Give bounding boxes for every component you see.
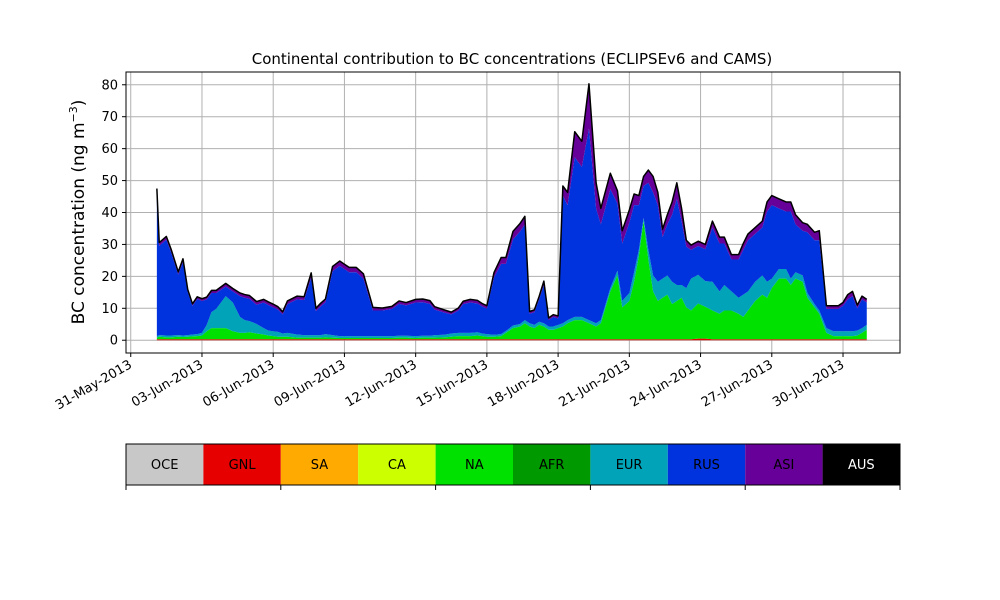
x-tick-label-3: 09-Jun-2013: [272, 357, 349, 410]
legend-label-sa: SA: [311, 458, 328, 473]
legend-frame: [125, 443, 901, 486]
x-axis: 31-May-201303-Jun-201306-Jun-201309-Jun-…: [53, 353, 847, 413]
area-na: [156, 221, 867, 340]
x-tick-label-2: 06-Jun-2013: [200, 357, 277, 410]
stacked-areas: [156, 83, 867, 341]
area-rus: [156, 128, 867, 337]
total-line: [156, 83, 868, 319]
legend-swatch-eur: [590, 444, 668, 485]
y-tick-label-3: 30: [101, 238, 118, 253]
y-tick-label-2: 20: [101, 270, 118, 285]
y-axis-label: BC concentration (ng m−3): [67, 100, 89, 325]
legend-swatch-aus: [822, 444, 900, 485]
legend-label-asi: ASI: [773, 458, 794, 473]
legend-label-na: NA: [465, 458, 484, 473]
legend-swatch-gnl: [203, 444, 281, 485]
legend-label-oce: OCE: [151, 458, 179, 473]
x-tick-label-8: 24-Jun-2013: [628, 357, 705, 410]
x-tick-label-5: 15-Jun-2013: [414, 357, 491, 410]
legend-swatch-asi: [745, 444, 823, 485]
y-tick-label-1: 10: [101, 302, 118, 317]
legend-label-gnl: GNL: [229, 458, 257, 473]
x-tick-label-0: 31-May-2013: [53, 357, 135, 413]
legend-label-rus: RUS: [693, 458, 720, 473]
x-tick-label-1: 03-Jun-2013: [129, 357, 206, 410]
y-tick-label-5: 50: [101, 174, 118, 189]
legend-swatch-rus: [667, 444, 746, 485]
area-gnl: [156, 338, 867, 341]
legend-swatch-afr: [513, 444, 591, 485]
y-tick-label-8: 80: [101, 78, 118, 93]
legend-label-aus: AUS: [848, 458, 875, 473]
legend-label-eur: EUR: [616, 458, 643, 473]
x-tick-label-10: 30-Jun-2013: [770, 357, 847, 410]
x-tick-label-6: 18-Jun-2013: [485, 357, 562, 410]
legend-swatch-ca: [358, 444, 436, 485]
y-tick-label-6: 60: [101, 142, 118, 157]
legend-label-afr: AFR: [539, 458, 564, 473]
legend-swatch-oce: [126, 444, 204, 485]
x-tick-label-4: 12-Jun-2013: [343, 357, 420, 410]
y-axis: 0 10 20 30 40 50 60 70 80: [101, 78, 126, 349]
x-tick-label-7: 21-Jun-2013: [557, 357, 634, 410]
legend: OCE GNL SA CA NA AFR EUR RUS ASI AUS: [125, 443, 901, 490]
y-tick-label-7: 70: [101, 110, 118, 125]
legend-label-ca: CA: [388, 458, 406, 473]
y-tick-label-0: 0: [110, 334, 118, 349]
total-concentration-line: [156, 83, 868, 319]
x-tick-label-9: 27-Jun-2013: [699, 357, 776, 410]
chart-title: Continental contribution to BC concentra…: [252, 50, 773, 68]
y-tick-label-4: 40: [101, 206, 118, 221]
area-eur: [156, 217, 867, 338]
legend-swatch-sa: [280, 444, 359, 485]
legend-swatch-na: [435, 444, 513, 485]
